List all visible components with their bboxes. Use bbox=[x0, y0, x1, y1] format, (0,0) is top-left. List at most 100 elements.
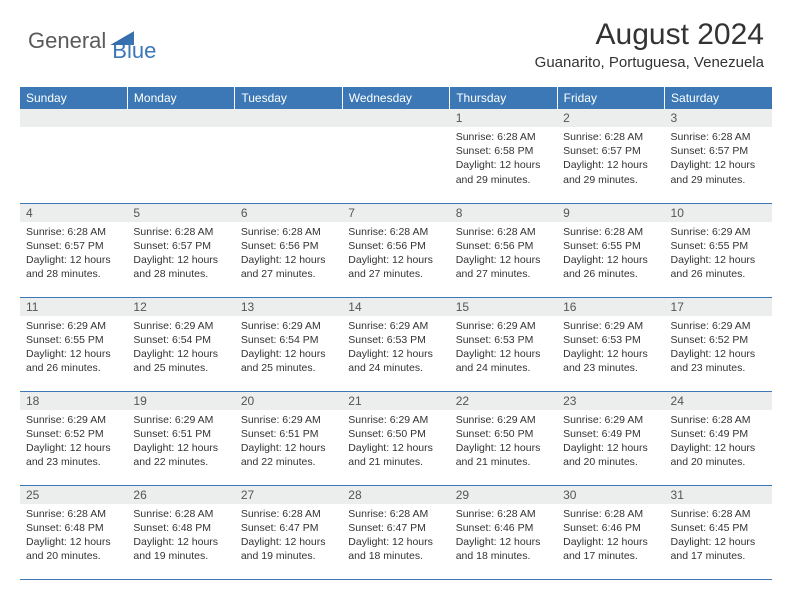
calendar-day-cell: 22Sunrise: 6:29 AMSunset: 6:50 PMDayligh… bbox=[450, 391, 557, 485]
day-content bbox=[235, 127, 342, 134]
calendar-day-cell: 25Sunrise: 6:28 AMSunset: 6:48 PMDayligh… bbox=[20, 485, 127, 579]
sunset-text: Sunset: 6:55 PM bbox=[563, 239, 658, 253]
calendar-day-cell: 29Sunrise: 6:28 AMSunset: 6:46 PMDayligh… bbox=[450, 485, 557, 579]
day-content: Sunrise: 6:28 AMSunset: 6:46 PMDaylight:… bbox=[450, 504, 557, 568]
sunset-text: Sunset: 6:56 PM bbox=[241, 239, 336, 253]
sunrise-text: Sunrise: 6:28 AM bbox=[133, 507, 228, 521]
day-number: 3 bbox=[665, 109, 772, 127]
sunset-text: Sunset: 6:54 PM bbox=[241, 333, 336, 347]
daylight-text: Daylight: 12 hours and 18 minutes. bbox=[456, 535, 551, 563]
daylight-text: Daylight: 12 hours and 17 minutes. bbox=[563, 535, 658, 563]
day-content: Sunrise: 6:29 AMSunset: 6:50 PMDaylight:… bbox=[342, 410, 449, 474]
sunrise-text: Sunrise: 6:29 AM bbox=[348, 413, 443, 427]
sunrise-text: Sunrise: 6:28 AM bbox=[241, 225, 336, 239]
daylight-text: Daylight: 12 hours and 19 minutes. bbox=[241, 535, 336, 563]
calendar-day-cell: 16Sunrise: 6:29 AMSunset: 6:53 PMDayligh… bbox=[557, 297, 664, 391]
daylight-text: Daylight: 12 hours and 27 minutes. bbox=[348, 253, 443, 281]
daylight-text: Daylight: 12 hours and 29 minutes. bbox=[671, 158, 766, 186]
calendar-day-cell: 23Sunrise: 6:29 AMSunset: 6:49 PMDayligh… bbox=[557, 391, 664, 485]
day-number: 15 bbox=[450, 298, 557, 316]
sunrise-text: Sunrise: 6:29 AM bbox=[456, 319, 551, 333]
sunrise-text: Sunrise: 6:29 AM bbox=[133, 319, 228, 333]
daylight-text: Daylight: 12 hours and 21 minutes. bbox=[456, 441, 551, 469]
day-number bbox=[127, 109, 234, 127]
title-block: August 2024 Guanarito, Portuguesa, Venez… bbox=[535, 18, 764, 71]
day-content: Sunrise: 6:28 AMSunset: 6:55 PMDaylight:… bbox=[557, 222, 664, 286]
day-content: Sunrise: 6:29 AMSunset: 6:53 PMDaylight:… bbox=[557, 316, 664, 380]
sunset-text: Sunset: 6:53 PM bbox=[348, 333, 443, 347]
sunrise-text: Sunrise: 6:28 AM bbox=[563, 130, 658, 144]
calendar-day-cell: 30Sunrise: 6:28 AMSunset: 6:46 PMDayligh… bbox=[557, 485, 664, 579]
day-number: 31 bbox=[665, 486, 772, 504]
day-number: 29 bbox=[450, 486, 557, 504]
weekday-tuesday: Tuesday bbox=[235, 87, 342, 109]
calendar-day-cell: 7Sunrise: 6:28 AMSunset: 6:56 PMDaylight… bbox=[342, 203, 449, 297]
sunrise-text: Sunrise: 6:29 AM bbox=[133, 413, 228, 427]
sunrise-text: Sunrise: 6:29 AM bbox=[563, 413, 658, 427]
sunset-text: Sunset: 6:53 PM bbox=[563, 333, 658, 347]
sunrise-text: Sunrise: 6:29 AM bbox=[671, 319, 766, 333]
daylight-text: Daylight: 12 hours and 22 minutes. bbox=[241, 441, 336, 469]
day-content: Sunrise: 6:29 AMSunset: 6:51 PMDaylight:… bbox=[235, 410, 342, 474]
sunset-text: Sunset: 6:46 PM bbox=[456, 521, 551, 535]
daylight-text: Daylight: 12 hours and 20 minutes. bbox=[671, 441, 766, 469]
day-content: Sunrise: 6:28 AMSunset: 6:58 PMDaylight:… bbox=[450, 127, 557, 191]
day-content: Sunrise: 6:28 AMSunset: 6:46 PMDaylight:… bbox=[557, 504, 664, 568]
sunset-text: Sunset: 6:57 PM bbox=[671, 144, 766, 158]
day-content: Sunrise: 6:29 AMSunset: 6:55 PMDaylight:… bbox=[665, 222, 772, 286]
sunrise-text: Sunrise: 6:29 AM bbox=[563, 319, 658, 333]
day-number: 27 bbox=[235, 486, 342, 504]
day-content: Sunrise: 6:28 AMSunset: 6:56 PMDaylight:… bbox=[342, 222, 449, 286]
day-content bbox=[127, 127, 234, 134]
daylight-text: Daylight: 12 hours and 28 minutes. bbox=[133, 253, 228, 281]
daylight-text: Daylight: 12 hours and 23 minutes. bbox=[563, 347, 658, 375]
sunrise-text: Sunrise: 6:28 AM bbox=[26, 507, 121, 521]
day-number: 26 bbox=[127, 486, 234, 504]
day-content: Sunrise: 6:28 AMSunset: 6:45 PMDaylight:… bbox=[665, 504, 772, 568]
calendar-day-cell: 3Sunrise: 6:28 AMSunset: 6:57 PMDaylight… bbox=[665, 109, 772, 203]
daylight-text: Daylight: 12 hours and 29 minutes. bbox=[456, 158, 551, 186]
daylight-text: Daylight: 12 hours and 28 minutes. bbox=[26, 253, 121, 281]
day-number: 8 bbox=[450, 204, 557, 222]
calendar-week-row: 18Sunrise: 6:29 AMSunset: 6:52 PMDayligh… bbox=[20, 391, 772, 485]
day-number: 2 bbox=[557, 109, 664, 127]
calendar-day-cell bbox=[235, 109, 342, 203]
daylight-text: Daylight: 12 hours and 24 minutes. bbox=[348, 347, 443, 375]
daylight-text: Daylight: 12 hours and 26 minutes. bbox=[26, 347, 121, 375]
location-subtitle: Guanarito, Portuguesa, Venezuela bbox=[535, 54, 764, 71]
day-number bbox=[235, 109, 342, 127]
sunrise-text: Sunrise: 6:29 AM bbox=[241, 319, 336, 333]
day-content: Sunrise: 6:28 AMSunset: 6:56 PMDaylight:… bbox=[450, 222, 557, 286]
calendar-day-cell: 5Sunrise: 6:28 AMSunset: 6:57 PMDaylight… bbox=[127, 203, 234, 297]
day-content bbox=[20, 127, 127, 134]
day-number: 22 bbox=[450, 392, 557, 410]
sunset-text: Sunset: 6:49 PM bbox=[671, 427, 766, 441]
calendar-day-cell bbox=[20, 109, 127, 203]
sunset-text: Sunset: 6:50 PM bbox=[348, 427, 443, 441]
sunset-text: Sunset: 6:45 PM bbox=[671, 521, 766, 535]
day-number: 10 bbox=[665, 204, 772, 222]
calendar-day-cell: 17Sunrise: 6:29 AMSunset: 6:52 PMDayligh… bbox=[665, 297, 772, 391]
day-number: 21 bbox=[342, 392, 449, 410]
sunrise-text: Sunrise: 6:28 AM bbox=[563, 507, 658, 521]
calendar-day-cell: 9Sunrise: 6:28 AMSunset: 6:55 PMDaylight… bbox=[557, 203, 664, 297]
day-number: 16 bbox=[557, 298, 664, 316]
sunset-text: Sunset: 6:53 PM bbox=[456, 333, 551, 347]
calendar-day-cell: 13Sunrise: 6:29 AMSunset: 6:54 PMDayligh… bbox=[235, 297, 342, 391]
day-content: Sunrise: 6:28 AMSunset: 6:57 PMDaylight:… bbox=[665, 127, 772, 191]
day-number: 9 bbox=[557, 204, 664, 222]
sunrise-text: Sunrise: 6:28 AM bbox=[671, 413, 766, 427]
sunset-text: Sunset: 6:47 PM bbox=[241, 521, 336, 535]
day-content: Sunrise: 6:29 AMSunset: 6:50 PMDaylight:… bbox=[450, 410, 557, 474]
calendar-day-cell: 19Sunrise: 6:29 AMSunset: 6:51 PMDayligh… bbox=[127, 391, 234, 485]
day-content: Sunrise: 6:29 AMSunset: 6:53 PMDaylight:… bbox=[450, 316, 557, 380]
day-content: Sunrise: 6:28 AMSunset: 6:56 PMDaylight:… bbox=[235, 222, 342, 286]
header: General Blue August 2024 Guanarito, Port… bbox=[0, 0, 792, 79]
day-number: 7 bbox=[342, 204, 449, 222]
sunset-text: Sunset: 6:50 PM bbox=[456, 427, 551, 441]
calendar-day-cell: 18Sunrise: 6:29 AMSunset: 6:52 PMDayligh… bbox=[20, 391, 127, 485]
day-number: 5 bbox=[127, 204, 234, 222]
daylight-text: Daylight: 12 hours and 23 minutes. bbox=[26, 441, 121, 469]
day-number: 1 bbox=[450, 109, 557, 127]
sunrise-text: Sunrise: 6:29 AM bbox=[241, 413, 336, 427]
